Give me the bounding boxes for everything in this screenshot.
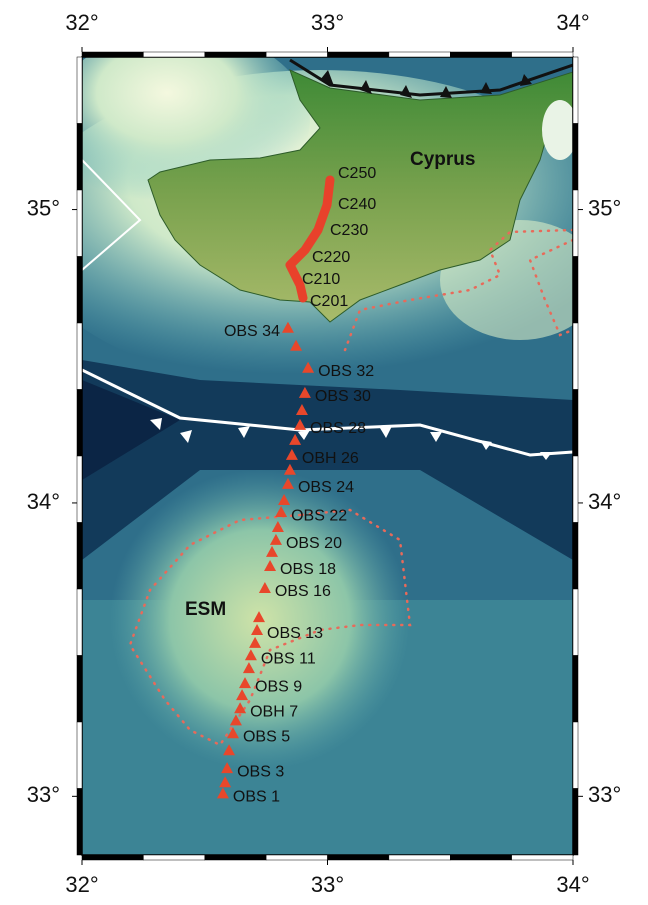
border-bar <box>573 57 578 124</box>
border-bar <box>77 57 82 124</box>
y-tick-label: 33° <box>27 782 60 807</box>
border-bar <box>573 323 578 390</box>
border-bar <box>77 124 82 191</box>
border-bar <box>82 52 143 57</box>
place-label: Cyprus <box>410 149 475 170</box>
station-label: OBS 18 <box>280 561 336 578</box>
map: Cyprus ESM C250 C240 C230 C220 C210 C201… <box>0 0 648 905</box>
border-bar <box>573 523 578 590</box>
border-bar <box>143 855 204 860</box>
border-bar <box>77 722 82 789</box>
y-tick-label: 35° <box>27 195 60 220</box>
station-label: OBS 1 <box>233 789 280 806</box>
station-label: OBS 30 <box>315 388 371 405</box>
x-tick-label: 33° <box>311 872 344 897</box>
profile-label: C201 <box>310 293 348 310</box>
border-bar <box>77 789 82 856</box>
station-label: OBS 28 <box>310 420 366 437</box>
border-bar <box>77 257 82 324</box>
border-bar <box>77 323 82 390</box>
border-bar <box>266 52 327 57</box>
border-bar <box>573 656 578 723</box>
x-tick-label: 32° <box>65 872 98 897</box>
profile-label: C220 <box>312 249 350 266</box>
border-bar <box>389 52 450 57</box>
border-bar <box>77 456 82 523</box>
station-label: OBS 9 <box>255 678 302 695</box>
border-bar <box>573 789 578 856</box>
border-bar <box>573 589 578 656</box>
border-bar <box>205 52 266 57</box>
y-tick-label: 34° <box>588 489 621 514</box>
station-label: OBS 5 <box>243 728 290 745</box>
profile-label: C240 <box>338 196 376 213</box>
bathymetry <box>20 30 620 855</box>
station-label: OBS 32 <box>318 363 374 380</box>
border-bar <box>573 722 578 789</box>
profile-label: C210 <box>302 271 340 288</box>
station-label: OBS 34 <box>224 323 280 340</box>
station-label: OBS 16 <box>275 583 331 600</box>
place-label: ESM <box>185 599 226 620</box>
station-label: OBS 22 <box>291 507 347 524</box>
station-label: OBS 11 <box>261 650 316 667</box>
profile-label: C250 <box>338 165 376 182</box>
x-tick-label: 34° <box>556 10 589 35</box>
y-tick-label: 33° <box>588 782 621 807</box>
border-bar <box>573 190 578 257</box>
x-tick-label: 34° <box>556 872 589 897</box>
border-bar <box>512 52 573 57</box>
y-tick-label: 34° <box>27 489 60 514</box>
border-bar <box>266 855 327 860</box>
border-bar <box>512 855 573 860</box>
border-bar <box>77 523 82 590</box>
border-bar <box>573 390 578 457</box>
x-tick-label: 32° <box>65 10 98 35</box>
station-label: OBS 20 <box>286 535 342 552</box>
border-bar <box>205 855 266 860</box>
station-label: OBH 26 <box>302 450 359 467</box>
border-bar <box>77 390 82 457</box>
border-bar <box>328 855 389 860</box>
profile-label: C230 <box>330 222 368 239</box>
border-bar <box>77 589 82 656</box>
station-label: OBS 24 <box>298 479 354 496</box>
station-label: OBS 13 <box>267 625 323 642</box>
border-bar <box>450 855 511 860</box>
border-bar <box>450 52 511 57</box>
border-bar <box>389 855 450 860</box>
border-bar <box>573 124 578 191</box>
border-bar <box>82 855 143 860</box>
y-tick-label: 35° <box>588 195 621 220</box>
border-bar <box>573 257 578 324</box>
border-bar <box>77 656 82 723</box>
border-bar <box>328 52 389 57</box>
station-label: OBS 3 <box>237 763 284 780</box>
border-bar <box>143 52 204 57</box>
border-bar <box>573 456 578 523</box>
border-bar <box>77 190 82 257</box>
x-tick-label: 33° <box>311 10 344 35</box>
station-label: OBH 7 <box>250 704 298 721</box>
